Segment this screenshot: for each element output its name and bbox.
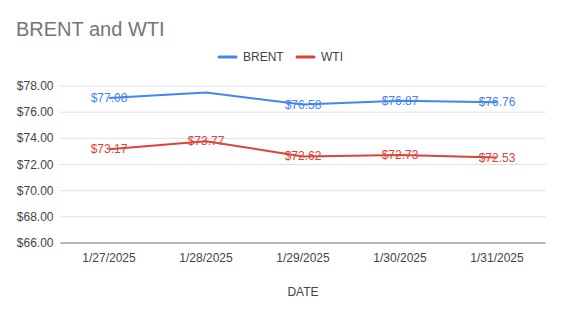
data-label: $73.17	[91, 142, 128, 156]
x-tick-label: 1/27/2025	[82, 251, 136, 265]
x-axis-label: DATE	[287, 285, 318, 299]
grid-line	[61, 164, 546, 165]
data-label: $76.87	[382, 94, 419, 108]
chart-root: BRENT and WTI $66.00 $68.00 $70.00 $72.00 $74…	[0, 0, 561, 314]
y-tick-label: $72.00	[17, 158, 54, 172]
legend-label: WTI	[321, 50, 343, 64]
grid-line	[61, 216, 546, 217]
data-label: $73.77	[188, 134, 225, 148]
x-axis-line	[61, 243, 546, 244]
grid-line	[61, 112, 546, 113]
grid-line	[61, 86, 546, 87]
y-tick-label: $70.00	[17, 184, 54, 198]
chart: BRENT and WTI $66.00 $68.00 $70.00 $72.00 $74…	[0, 0, 561, 314]
legend-label: BRENT	[243, 50, 284, 64]
y-tick-label: $74.00	[17, 131, 54, 145]
y-tick-label: $68.00	[17, 210, 54, 224]
plot-area	[109, 93, 497, 158]
x-tick-label: 1/28/2025	[179, 251, 233, 265]
data-label: $76.58	[285, 98, 322, 112]
data-label: $72.53	[479, 151, 516, 165]
title: BRENT and WTI	[16, 18, 165, 40]
grid-line	[61, 243, 546, 244]
y-tick-label: $66.00	[17, 236, 54, 250]
grid-line	[61, 138, 546, 139]
data-label: $72.73	[382, 148, 419, 162]
x-tick-label: 1/30/2025	[373, 251, 427, 265]
data-label: $76.76	[479, 95, 516, 109]
data-label: $72.62	[285, 149, 322, 163]
legend-swatch	[219, 56, 236, 59]
grid-line	[61, 190, 546, 191]
y-tick-label: $78.00	[17, 79, 54, 93]
y-tick-label: $76.00	[17, 105, 54, 119]
legend-swatch	[297, 56, 314, 59]
x-tick-label: 1/31/2025	[470, 251, 524, 265]
x-tick-label: 1/29/2025	[276, 251, 330, 265]
data-label: $77.08	[91, 91, 128, 105]
